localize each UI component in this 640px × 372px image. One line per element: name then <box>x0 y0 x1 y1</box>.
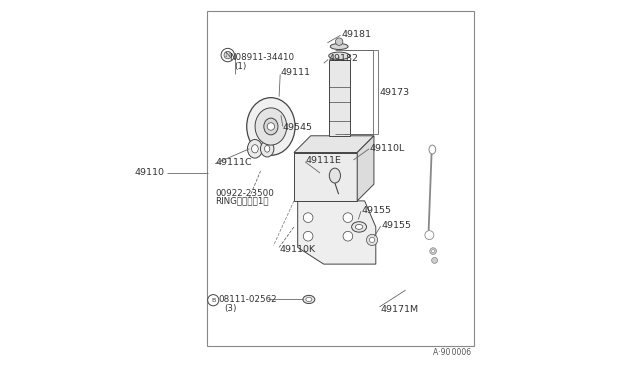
Circle shape <box>367 234 378 246</box>
Text: B: B <box>211 298 216 303</box>
Text: 49111: 49111 <box>281 68 311 77</box>
Circle shape <box>431 250 435 253</box>
Text: N08911-34410: N08911-34410 <box>229 53 294 62</box>
Circle shape <box>431 257 438 263</box>
Text: 49182: 49182 <box>329 54 359 63</box>
Circle shape <box>343 213 353 222</box>
Circle shape <box>267 123 275 130</box>
Text: 49171M: 49171M <box>380 305 419 314</box>
Ellipse shape <box>429 145 436 154</box>
Ellipse shape <box>351 222 367 232</box>
Circle shape <box>303 231 313 241</box>
Ellipse shape <box>264 118 278 135</box>
Ellipse shape <box>306 298 312 301</box>
Circle shape <box>425 231 434 240</box>
Circle shape <box>303 213 313 222</box>
Ellipse shape <box>248 140 262 158</box>
Text: 49181: 49181 <box>342 30 372 39</box>
Text: 49173: 49173 <box>380 87 410 97</box>
Text: 49110K: 49110K <box>279 245 316 254</box>
Circle shape <box>224 51 232 59</box>
Text: N: N <box>225 51 231 59</box>
Text: 49545: 49545 <box>283 123 313 132</box>
Text: 49110: 49110 <box>134 169 164 177</box>
Text: (1): (1) <box>234 62 247 71</box>
Ellipse shape <box>264 145 270 152</box>
Ellipse shape <box>246 98 295 155</box>
Text: 49110L: 49110L <box>370 144 405 153</box>
Circle shape <box>343 231 353 241</box>
Text: 49155: 49155 <box>362 206 392 215</box>
Text: 08111-02562: 08111-02562 <box>219 295 278 304</box>
Circle shape <box>335 38 343 45</box>
Text: 49111C: 49111C <box>215 158 252 167</box>
Ellipse shape <box>303 295 315 304</box>
Circle shape <box>221 48 234 62</box>
Ellipse shape <box>329 52 349 60</box>
Text: RINGリング、1〉: RINGリング、1〉 <box>215 196 269 205</box>
Circle shape <box>369 237 374 243</box>
Ellipse shape <box>252 145 259 153</box>
Bar <box>207 11 474 346</box>
Polygon shape <box>294 136 374 153</box>
Polygon shape <box>298 201 376 264</box>
Ellipse shape <box>255 108 287 145</box>
Circle shape <box>207 295 219 306</box>
Ellipse shape <box>355 224 363 229</box>
Ellipse shape <box>260 141 274 157</box>
Ellipse shape <box>330 44 348 49</box>
Circle shape <box>429 248 436 254</box>
Text: A·90 0006: A·90 0006 <box>433 348 470 357</box>
Ellipse shape <box>330 168 340 183</box>
Text: 49111E: 49111E <box>306 156 342 165</box>
Text: 00922-23500: 00922-23500 <box>215 189 274 198</box>
Bar <box>294 153 357 201</box>
Text: (3): (3) <box>225 304 237 313</box>
Polygon shape <box>357 136 374 201</box>
Bar <box>329 60 349 136</box>
Text: 49155: 49155 <box>381 221 412 230</box>
